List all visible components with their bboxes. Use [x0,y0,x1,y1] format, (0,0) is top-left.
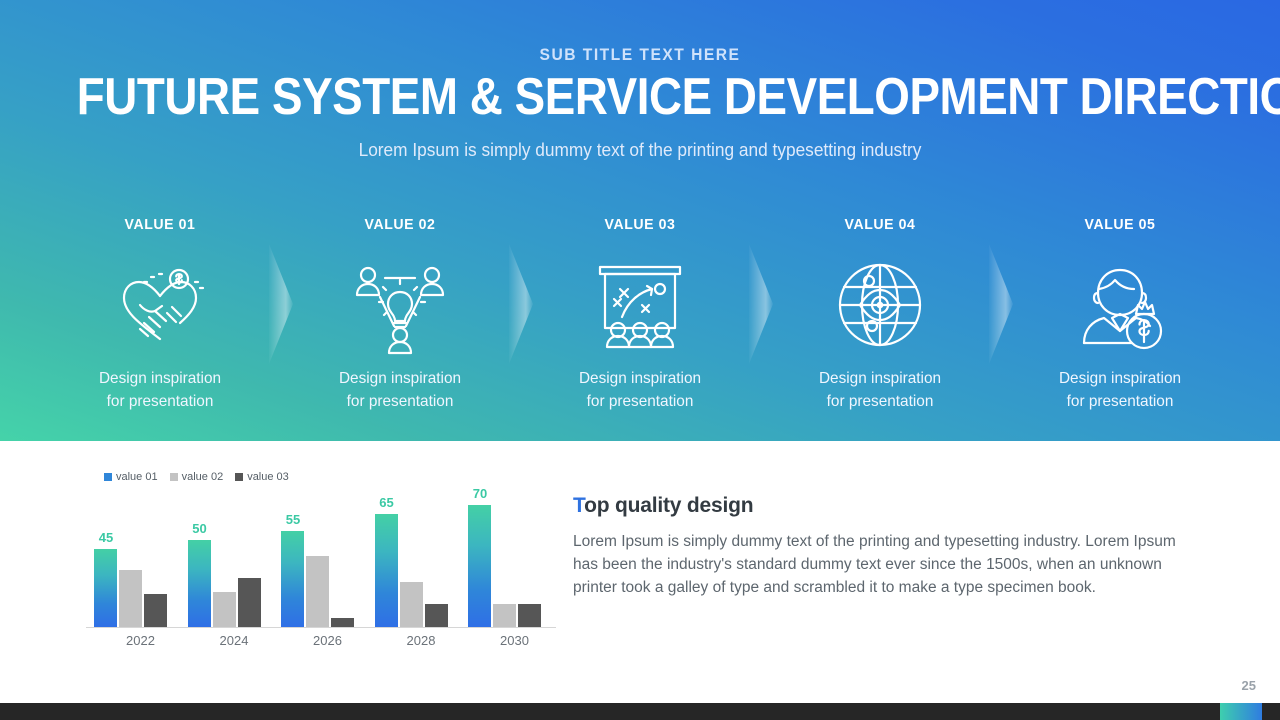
bar-value-label-2030: 70 [472,486,488,502]
value-card-4[interactable]: VALUE 04 Design inspiration for presenta… [780,216,980,413]
lightbulb-teamwork-idea-icon [300,251,500,359]
sub-title: SUB TITLE TEXT HERE [539,45,741,64]
bar-2026-value-01[interactable] [281,531,304,627]
bar-2022-value-01[interactable] [94,548,117,627]
legend-swatch-value-01 [104,473,112,481]
bar-group-2022: 45 [94,495,187,627]
header-banner: SUB TITLE TEXT HERE FUTURE SYSTEM & SERV… [0,0,1280,441]
value-card-1[interactable]: VALUE 01 Design inspiration for presenta… [60,216,260,413]
chart-legend: value 01 value 02 value 03 [104,471,289,483]
value-card-1-title: VALUE 01 [124,216,196,233]
chevron-separator-1 [269,244,293,364]
chart-plot-area: 45 50 55 65 70 [86,486,556,627]
x-tick-label-2022: 2022 [126,633,155,648]
bar-2022-value-02[interactable] [119,569,142,627]
bar-2028-value-02[interactable] [399,581,423,627]
bar-value-label-2028: 65 [379,495,394,511]
chevron-separator-4 [989,244,1013,364]
bar-group-2028: 65 [374,495,468,627]
heading-accent-letter: T [573,494,585,517]
value-card-3-desc-line2: for presentation [586,393,694,410]
globe-eye-vision-icon [780,251,980,359]
value-card-1-desc-line1: Design inspiration [98,370,222,387]
value-card-4-desc-line2: for presentation [826,393,934,410]
value-card-3[interactable]: VALUE 03 [540,216,740,413]
chevron-separator-2 [509,244,533,364]
right-block-body: Lorem Ipsum is simply dummy text of the … [573,533,1176,596]
footer-accent-block [1220,703,1262,720]
x-tick-label-2030: 2030 [500,633,529,648]
legend-label-value-01: value 01 [116,471,158,483]
value-card-4-desc-line1: Design inspiration [818,370,942,387]
bar-value-label-2024: 50 [192,521,207,537]
value-card-2-desc-line2: for presentation [346,393,454,410]
chart-x-axis [86,627,556,628]
x-tick-label-2028: 2028 [406,633,436,648]
legend-item-value-02[interactable]: value 02 [169,471,224,483]
bar-2026-value-02[interactable] [306,555,329,627]
value-card-5[interactable]: VALUE 05 Design inspiration for presenta… [1020,216,1220,413]
bar-2026-value-03[interactable] [331,618,354,627]
legend-label-value-02: value 02 [181,471,224,483]
businessman-money-bag-icon [1020,251,1220,359]
right-text-block: Top quality design Lorem Ipsum is simply… [573,494,1203,599]
strategy-board-audience-icon [540,251,740,359]
value-card-2-title: VALUE 02 [364,216,436,233]
value-card-3-desc-line1: Design inspiration [578,370,702,387]
bar-2030-value-01[interactable] [468,505,491,627]
value-card-2[interactable]: VALUE 02 Design inspiration for pre [300,216,500,413]
heading-rest: op quality design [584,494,754,517]
bar-2024-value-01[interactable] [187,540,211,627]
bar-group-2030: 70 [468,486,561,627]
value-card-5-desc-line1: Design inspiration [1058,370,1182,387]
bar-chart: value 01 value 02 value 03 45 50 55 65 70 20… [86,466,566,656]
lead-paragraph: Lorem Ipsum is simply dummy text of the … [358,140,922,160]
chevron-separator-3 [749,244,773,364]
value-card-5-desc-line2: for presentation [1066,393,1174,410]
bar-2028-value-03[interactable] [424,604,448,627]
bar-2028-value-01[interactable] [374,514,398,627]
legend-swatch-value-02 [169,473,178,481]
bar-group-2024: 50 [187,495,281,627]
legend-item-value-03[interactable]: value 03 [235,471,289,483]
value-card-3-title: VALUE 03 [604,216,676,233]
bar-value-label-2026: 55 [285,512,301,528]
bar-2024-value-03[interactable] [237,578,261,627]
bar-value-label-2022: 45 [98,529,114,545]
x-tick-label-2026: 2026 [313,633,342,648]
bar-group-2026: 55 [281,495,374,627]
right-block-heading: Top quality design [573,494,1203,518]
footer-bar [0,703,1280,720]
legend-label-value-03: value 03 [247,471,289,483]
bar-2024-value-02[interactable] [212,592,236,627]
value-card-1-desc-line2: for presentation [106,393,214,410]
bar-2022-value-03[interactable] [144,594,167,627]
value-card-4-title: VALUE 04 [844,216,916,233]
value-card-5-title: VALUE 05 [1084,216,1156,233]
legend-swatch-value-03 [235,473,244,481]
page-title: FUTURE SYSTEM & SERVICE DEVELOPMENT DIRE… [76,68,1280,126]
handshake-heart-coin-icon [60,251,260,359]
page-number: 25 [1241,678,1256,693]
legend-item-value-01[interactable]: value 01 [104,471,158,483]
bar-2030-value-02[interactable] [493,604,516,627]
x-tick-label-2024: 2024 [219,633,249,648]
value-card-2-desc-line1: Design inspiration [338,370,462,387]
bar-2030-value-03[interactable] [518,604,541,627]
